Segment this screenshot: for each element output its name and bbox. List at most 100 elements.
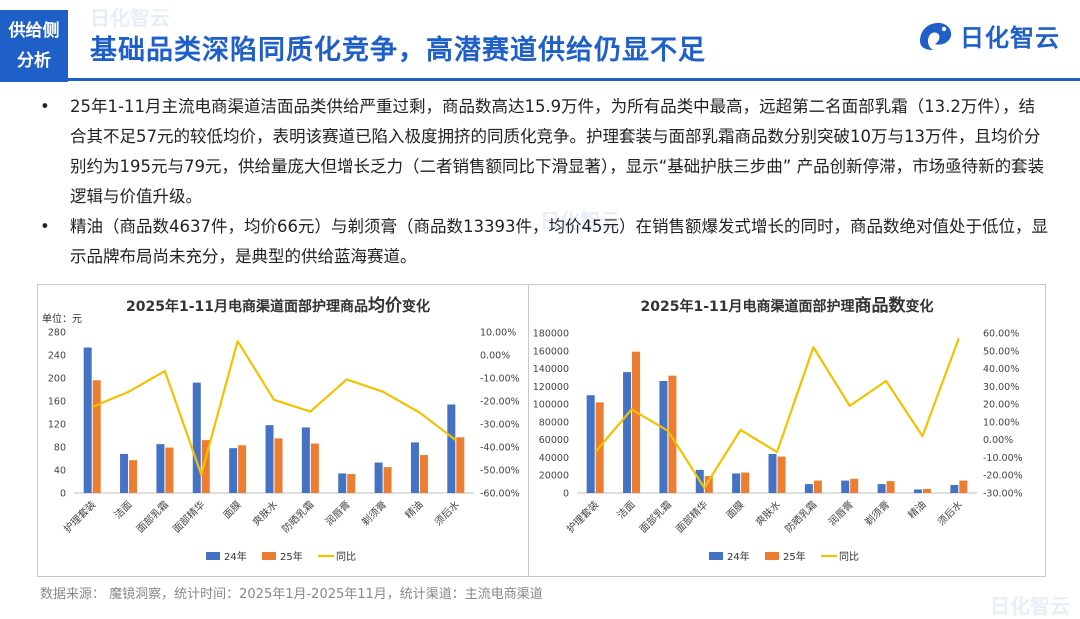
chart-title: 2025年1-11月电商渠道面部护理商品均价变化 <box>126 295 430 316</box>
bar-25年 <box>383 467 392 493</box>
y-tick-label: 280 <box>48 328 66 339</box>
legend-label: 24年 <box>224 550 247 563</box>
bar-25年 <box>886 481 895 493</box>
bar-25年 <box>347 474 356 493</box>
bar-24年 <box>229 448 238 493</box>
y-tick-label: 40 <box>54 466 66 477</box>
bar-25年 <box>201 440 210 493</box>
y-tick-label: 160000 <box>533 346 569 357</box>
y2-tick-label: 10.00% <box>983 417 1019 428</box>
bar-24年 <box>877 484 886 493</box>
legend-label: 25年 <box>783 550 806 563</box>
bar-24年 <box>447 404 456 493</box>
bar-24年 <box>623 372 632 493</box>
x-tick-label: 面膜 <box>724 499 747 522</box>
y2-tick-label: 0.00% <box>983 435 1013 446</box>
y2-tick-label: -60.00% <box>480 489 520 500</box>
brand-logo-icon <box>920 22 952 50</box>
x-tick-label: 面部乳霜 <box>134 498 171 535</box>
x-tick-label: 精油 <box>905 498 928 521</box>
x-tick-label: 剃须膏 <box>862 498 892 528</box>
summary-bullets: 25年1-11月主流电商渠道洁面品类供给严重过剩，商品数高达15.9万件，为所有… <box>40 92 1050 272</box>
bar-24年 <box>913 489 922 493</box>
x-tick-label: 剃须膏 <box>359 498 389 528</box>
x-tick-label: 面膜 <box>221 499 244 522</box>
brand-logo: 日化智云 <box>916 18 1060 53</box>
legend-label: 25年 <box>280 550 303 563</box>
y-tick-label: 180000 <box>533 329 569 340</box>
x-tick-label: 须后水 <box>935 499 965 529</box>
bullet-item: 精油（商品数4637件，均价66元）与剃须膏（商品数13393件，均价45元）在… <box>40 212 1050 272</box>
x-tick-label: 护理套装 <box>564 498 601 535</box>
x-tick-label: 面部精华 <box>673 498 710 535</box>
x-tick-label: 润唇膏 <box>825 498 855 528</box>
line-同比 <box>594 337 960 489</box>
chart-title-suffix: 变化 <box>906 298 934 315</box>
brand-logo-text: 日化智云 <box>960 24 1060 52</box>
y2-tick-label: 10.00% <box>480 328 516 339</box>
y-tick-label: 120000 <box>533 382 569 393</box>
x-tick-label: 洁面 <box>614 498 637 521</box>
bar-25年 <box>129 460 138 493</box>
bar-24年 <box>950 485 959 493</box>
bar-25年 <box>632 351 641 493</box>
bar-24年 <box>841 480 850 493</box>
y-tick-label: 160 <box>48 397 66 408</box>
y-tick-label: 140000 <box>533 364 569 375</box>
chart-title: 2025年1-11月电商渠道面部护理商品数变化 <box>641 295 934 316</box>
bar-24年 <box>120 453 129 493</box>
price-chart-panel: 2025年1-11月电商渠道面部护理商品均价变化 单位：元 0 40 80 120 160 2… <box>37 284 529 577</box>
bar-24年 <box>374 462 383 493</box>
y2-tick-label: -20.00% <box>983 471 1023 482</box>
bar-25年 <box>777 456 786 493</box>
y2-tick-label: -50.00% <box>480 466 520 477</box>
bar-25年 <box>922 488 931 493</box>
section-tag-line2: 分析 <box>17 51 51 71</box>
bar-24年 <box>732 473 741 493</box>
bar-25年 <box>668 375 677 493</box>
bar-24年 <box>659 381 668 493</box>
x-tick-label: 洁面 <box>111 498 134 521</box>
y-axis-unit-label: 单位：元 <box>42 312 82 325</box>
y-tick-label: 80 <box>54 443 66 454</box>
bar-25年 <box>813 480 822 493</box>
legend-label: 同比 <box>839 551 859 563</box>
bar-25年 <box>959 480 968 493</box>
y-tick-label: 20000 <box>539 471 569 482</box>
chart-title-prefix: 2025年1-11月电商渠道面部护理 <box>641 298 855 315</box>
bar-24年 <box>338 473 347 493</box>
y-tick-label: 100000 <box>533 400 569 411</box>
bar-25年 <box>419 455 428 493</box>
y2-tick-label: 20.00% <box>983 400 1019 411</box>
x-tick-label: 爽肤水 <box>250 498 280 528</box>
legend-swatch <box>709 552 723 560</box>
chart-title-emphasis: 均价 <box>368 295 403 316</box>
section-tag-line1: 供给侧 <box>8 21 60 41</box>
data-source-footnote: 数据来源： 魔镜洞察，统计时间：2025年1月-2025年11月，统计渠道：主流… <box>40 587 543 602</box>
chart-title-emphasis: 商品数 <box>855 295 907 316</box>
bar-25年 <box>456 437 465 493</box>
x-tick-label: 面部乳霜 <box>637 498 674 535</box>
bar-25年 <box>238 445 247 493</box>
bar-24年 <box>265 425 274 493</box>
bar-25年 <box>310 443 319 493</box>
bar-24年 <box>156 444 165 493</box>
y2-tick-label: -30.00% <box>983 489 1023 500</box>
legend-label: 24年 <box>727 550 750 563</box>
y-tick-label: 120 <box>48 420 66 431</box>
chart-title-suffix: 变化 <box>402 298 430 315</box>
y2-tick-label: 30.00% <box>983 382 1019 393</box>
bar-25年 <box>165 447 174 493</box>
y2-tick-label: -40.00% <box>480 443 520 454</box>
title-underline <box>68 78 1080 81</box>
y2-tick-label: 60.00% <box>983 329 1019 340</box>
y-tick-label: 240 <box>48 351 66 362</box>
legend-label: 同比 <box>336 551 356 563</box>
watermark: 日化智云 <box>990 594 1070 618</box>
bar-25年 <box>850 478 859 493</box>
y2-tick-label: 50.00% <box>983 346 1019 357</box>
bar-25年 <box>704 476 713 493</box>
x-tick-label: 面部精华 <box>170 498 207 535</box>
x-tick-label: 爽肤水 <box>753 498 783 528</box>
